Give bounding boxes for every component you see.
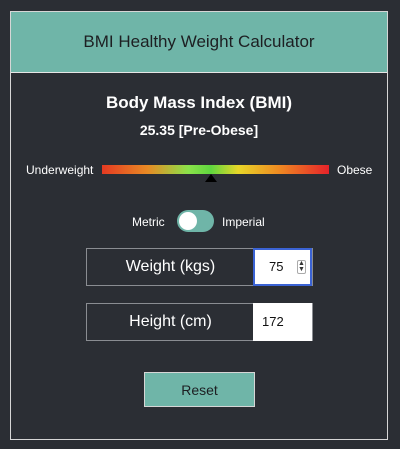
weight-value: 75 xyxy=(269,259,284,274)
unit-label-imperial: Imperial xyxy=(222,215,265,229)
bmi-scale-marker-icon xyxy=(204,174,217,182)
height-row: Height (cm) 172 xyxy=(86,303,313,341)
weight-row: Weight (kgs) 75 ▲ ▼ xyxy=(86,248,313,286)
reset-button[interactable]: Reset xyxy=(144,372,255,407)
height-input[interactable]: 172 xyxy=(253,303,312,341)
bmi-result: 25.35 [Pre-Obese] xyxy=(139,122,259,138)
app-header: BMI Healthy Weight Calculator xyxy=(11,12,387,73)
scale-label-obese: Obese xyxy=(337,163,373,177)
height-label: Height (cm) xyxy=(129,313,212,330)
weight-label: Weight (kgs) xyxy=(125,258,216,275)
bmi-heading: Body Mass Index (BMI) xyxy=(105,93,293,112)
unit-label-metric: Metric xyxy=(132,215,165,229)
stepper-icon[interactable]: ▲ ▼ xyxy=(297,260,306,274)
weight-input[interactable]: 75 ▲ ▼ xyxy=(253,248,312,286)
toggle-knob xyxy=(179,212,197,230)
height-value: 172 xyxy=(262,314,284,329)
unit-toggle[interactable] xyxy=(177,210,214,232)
bmi-scale-bar xyxy=(102,165,329,174)
app-title: BMI Healthy Weight Calculator xyxy=(83,32,315,51)
scale-label-underweight: Underweight xyxy=(26,163,94,177)
bmi-calculator-panel: BMI Healthy Weight Calculator Body Mass … xyxy=(10,11,388,440)
